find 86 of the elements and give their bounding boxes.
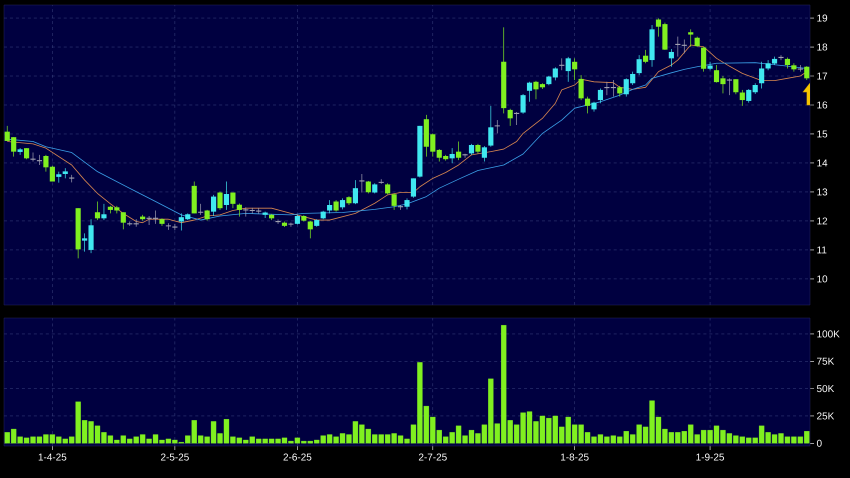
candlestick	[294, 214, 300, 225]
candlestick	[327, 200, 332, 214]
candlestick	[24, 148, 30, 160]
candlestick	[392, 193, 397, 210]
y-tick-label: 18	[817, 44, 828, 51]
y-tick-label: 16	[817, 101, 828, 109]
candlestick	[236, 203, 242, 217]
candlestick	[333, 200, 339, 212]
candlestick	[366, 180, 371, 194]
y-tick-label: 75K	[817, 358, 834, 365]
candlestick	[385, 182, 390, 195]
candlestick	[578, 74, 584, 100]
candlestick	[288, 222, 294, 228]
y-tick-label: 0	[816, 440, 822, 447]
candlestick	[217, 191, 223, 210]
candlestick	[740, 90, 745, 106]
candlestick	[468, 143, 474, 156]
candlestick	[636, 54, 642, 76]
candlestick	[274, 219, 282, 224]
candlestick	[372, 182, 378, 194]
candlestick	[766, 60, 771, 71]
candlestick	[308, 220, 313, 239]
x-tick-label: 1-4-25	[38, 454, 66, 461]
y-tick-label: 14	[817, 160, 828, 166]
y-tick-label: 15	[817, 130, 828, 138]
candlestick	[494, 120, 500, 134]
candlestick	[591, 101, 597, 112]
candlestick	[558, 58, 565, 71]
x-tick-label: 2-7-25	[418, 454, 447, 461]
candlestick	[397, 204, 404, 210]
candlestick	[759, 61, 764, 89]
candlestick	[572, 58, 578, 80]
candlestick	[204, 210, 210, 221]
candlestick	[36, 154, 43, 166]
candlestick	[62, 168, 68, 179]
y-tick-label: 11	[817, 246, 826, 254]
candlestick	[733, 78, 738, 95]
candlestick	[726, 78, 733, 96]
x-tick-label: 1-8-25	[561, 454, 589, 461]
candlestick	[56, 171, 62, 184]
candlestick	[526, 81, 532, 102]
y-tick-label: 12	[817, 217, 828, 224]
candlestick	[617, 86, 622, 97]
x-tick-label: 2-5-25	[160, 454, 189, 461]
x-tick-label: 1-9-25	[696, 454, 724, 461]
candlestick	[101, 203, 107, 220]
candlestick	[598, 88, 604, 104]
candlestick	[404, 198, 410, 210]
candlestick	[120, 212, 126, 230]
candlestick	[410, 178, 416, 198]
candlestick	[701, 46, 706, 72]
candlestick	[584, 96, 590, 114]
candlestick	[513, 112, 520, 126]
candlestick	[520, 94, 526, 114]
candlestick	[224, 181, 230, 210]
candlestick	[358, 174, 365, 193]
candlestick	[475, 143, 481, 154]
candlestick	[462, 153, 468, 158]
candlestick	[352, 180, 358, 204]
candlestick	[566, 56, 571, 82]
candlestick	[340, 198, 346, 210]
candlestick	[482, 146, 487, 162]
candlestick	[456, 141, 462, 160]
candlestick	[488, 106, 494, 148]
candlestick	[688, 28, 694, 48]
candlestick	[450, 148, 455, 164]
candlestick	[94, 201, 100, 220]
candlestick	[643, 50, 648, 64]
y-tick-label: 50K	[816, 385, 834, 392]
candlestick	[784, 57, 790, 69]
y-tick-label: 13	[817, 188, 828, 196]
y-tick-label: 19	[817, 14, 828, 22]
y-tick-label: 17	[817, 72, 828, 80]
x-tick-label: 2-6-25	[283, 454, 312, 461]
candlestick	[508, 108, 513, 126]
candlestick	[230, 192, 236, 209]
y-tick-label: 100K	[817, 330, 840, 338]
candlestick	[804, 66, 810, 80]
candlestick	[198, 203, 204, 216]
candlestick	[165, 222, 172, 230]
candlestick	[668, 48, 674, 68]
candlestick	[694, 36, 700, 48]
y-tick-label: 25K	[817, 412, 834, 420]
candlestick	[210, 194, 216, 216]
candlestick	[30, 152, 36, 162]
y-tick-label: 10	[817, 275, 828, 282]
